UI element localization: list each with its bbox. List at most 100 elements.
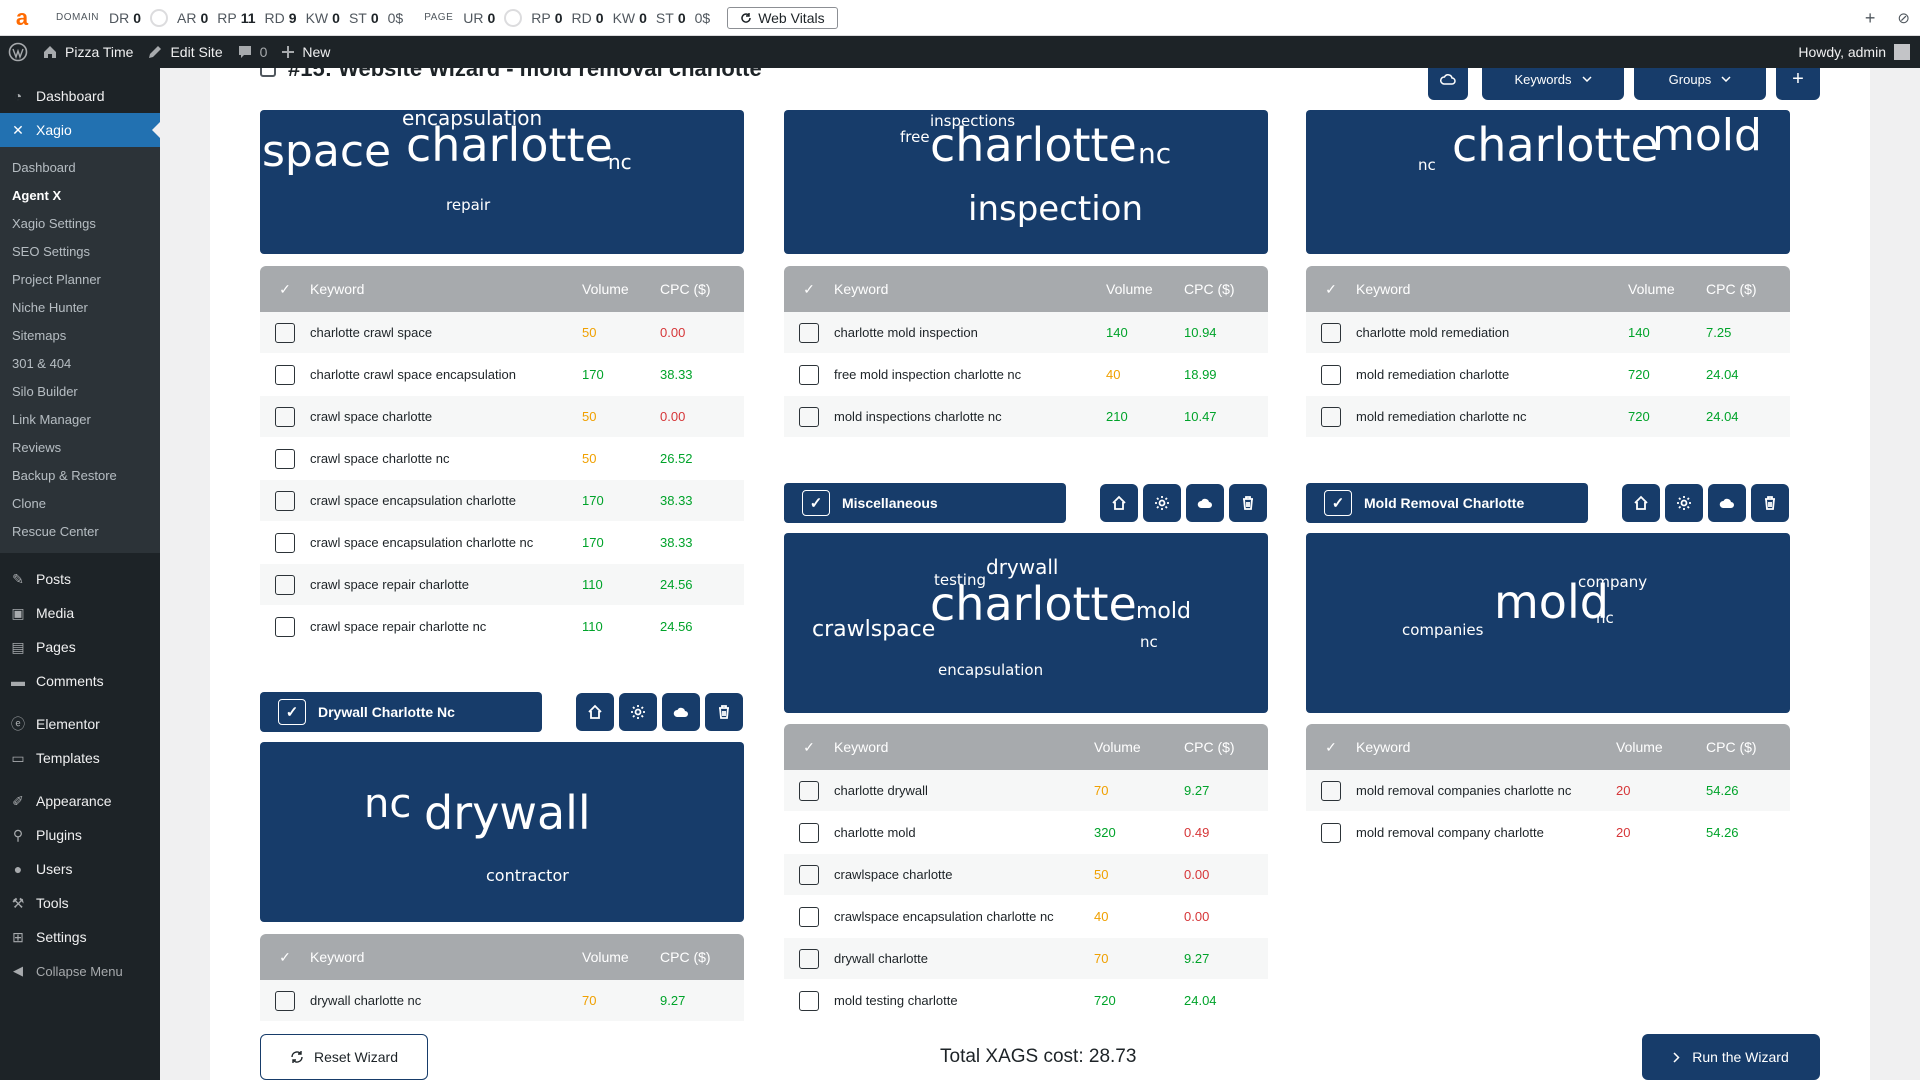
row-checkbox[interactable] [260,574,310,595]
row-checkbox[interactable] [784,822,834,843]
sidebar-item-appearance[interactable]: ✐ Appearance [0,784,160,818]
cloud-button[interactable] [662,693,700,731]
col-cpc[interactable]: CPC ($) [1184,739,1235,755]
col-cpc[interactable]: CPC ($) [1706,281,1757,297]
table-row[interactable]: crawl space repair charlotte nc 110 24.56 [260,606,744,648]
cloud-button[interactable] [1708,484,1746,522]
col-keyword[interactable]: Keyword [1356,739,1411,755]
select-all-icon[interactable]: ✓ [279,280,291,297]
table-row[interactable]: charlotte mold remediation 140 7.25 [1306,312,1790,354]
group-header[interactable]: ✓ Drywall Charlotte Nc [260,692,542,732]
submenu-item-backup-restore[interactable]: Backup & Restore [12,468,117,483]
submenu-item-link-manager[interactable]: Link Manager [12,412,91,427]
table-row[interactable]: mold inspections charlotte nc 210 10.47 [784,396,1268,438]
disable-icon[interactable]: ⊘ [1897,10,1910,27]
keywords-dropdown[interactable]: Keywords [1482,68,1624,100]
wordpress-logo[interactable] [8,42,28,62]
table-row[interactable]: drywall charlotte 70 9.27 [784,938,1268,980]
col-volume[interactable]: Volume [1616,739,1663,755]
table-row[interactable]: crawlspace encapsulation charlotte nc 40 0… [784,896,1268,938]
col-keyword[interactable]: Keyword [834,739,889,755]
row-checkbox[interactable] [260,364,310,385]
row-checkbox[interactable] [260,990,310,1011]
col-volume[interactable]: Volume [1628,281,1675,297]
table-row[interactable]: crawl space charlotte 50 0.00 [260,396,744,438]
row-checkbox[interactable] [260,490,310,511]
col-keyword[interactable]: Keyword [1356,281,1411,297]
table-row[interactable]: free mold inspection charlotte nc 40 18.99 [784,354,1268,396]
groups-dropdown[interactable]: Groups [1634,68,1766,100]
table-row[interactable]: mold removal company charlotte 20 54.26 [1306,812,1790,854]
col-cpc[interactable]: CPC ($) [1706,739,1757,755]
sidebar-item-settings[interactable]: ⊞ Settings [0,920,160,954]
gear-button[interactable] [1665,484,1703,522]
trash-button[interactable] [1751,484,1789,522]
gear-button[interactable] [1143,484,1181,522]
select-all-icon[interactable]: ✓ [803,280,815,297]
row-checkbox[interactable] [784,322,834,343]
sidebar-item-posts[interactable]: ✎ Posts [0,562,160,596]
plus-icon[interactable]: + [1864,7,1876,28]
group-checkbox[interactable]: ✓ [1324,490,1352,516]
home-button[interactable] [576,693,614,731]
table-row[interactable]: charlotte crawl space encapsulation 170 38… [260,354,744,396]
submenu-item-rescue-center[interactable]: Rescue Center [12,524,99,539]
home-button[interactable] [1100,484,1138,522]
sidebar-item-elementor[interactable]: ⓔ Elementor [0,707,160,741]
col-cpc[interactable]: CPC ($) [660,281,711,297]
cloud-button[interactable] [1186,484,1224,522]
row-checkbox[interactable] [260,616,310,637]
table-row[interactable]: charlotte crawl space 50 0.00 [260,312,744,354]
table-row[interactable]: mold remediation charlotte nc 720 24.04 [1306,396,1790,438]
submenu-item-niche-hunter[interactable]: Niche Hunter [12,300,88,315]
sidebar-item-templates[interactable]: ▭ Templates [0,741,160,775]
sidebar-item-plugins[interactable]: ⚲ Plugins [0,818,160,852]
new-content-link[interactable]: New [281,44,330,60]
row-checkbox[interactable] [1306,822,1356,843]
sidebar-item-media[interactable]: ▣ Media [0,596,160,630]
sidebar-item-comments[interactable]: ▬ Comments [0,664,160,698]
submenu-item-301-404[interactable]: 301 & 404 [12,356,72,371]
table-row[interactable]: mold testing charlotte 720 24.04 [784,980,1268,1022]
row-checkbox[interactable] [260,406,310,427]
seo-extension-logo[interactable]: a [15,4,29,30]
select-all-icon[interactable]: ✓ [279,948,291,965]
col-cpc[interactable]: CPC ($) [660,949,711,965]
row-checkbox[interactable] [260,448,310,469]
row-checkbox[interactable] [784,780,834,801]
row-checkbox[interactable] [1306,780,1356,801]
group-checkbox[interactable]: ✓ [802,490,830,516]
comments-link[interactable]: 0 [237,44,267,60]
submenu-item-sitemaps[interactable]: Sitemaps [12,328,67,343]
row-checkbox[interactable] [784,990,834,1011]
submenu-item-clone[interactable]: Clone [12,496,46,511]
group-checkbox[interactable]: ✓ [278,699,306,725]
web-vitals-button[interactable]: Web Vitals [727,6,838,29]
my-account[interactable]: Howdy, admin [1798,36,1910,68]
collapse-menu-button[interactable]: ◀ Collapse Menu [0,954,160,988]
sidebar-item-tools[interactable]: ⚒ Tools [0,886,160,920]
sidebar-item-users[interactable]: ● Users [0,852,160,886]
row-checkbox[interactable] [784,948,834,969]
table-row[interactable]: mold removal companies charlotte nc 20 54.… [1306,770,1790,812]
row-checkbox[interactable] [1306,406,1356,427]
table-row[interactable]: crawl space encapsulation charlotte 170 38… [260,480,744,522]
sidebar-item-pages[interactable]: ▤ Pages [0,630,160,664]
submenu-item-reviews[interactable]: Reviews [12,440,62,455]
trash-button[interactable] [1229,484,1267,522]
select-project-checkbox[interactable] [260,68,276,77]
table-row[interactable]: crawl space encapsulation charlotte nc 17… [260,522,744,564]
submenu-item-silo-builder[interactable]: Silo Builder [12,384,78,399]
group-header[interactable]: ✓ Miscellaneous [784,483,1066,523]
row-checkbox[interactable] [784,906,834,927]
select-all-icon[interactable]: ✓ [803,738,815,755]
group-header[interactable]: ✓ Mold Removal Charlotte [1306,483,1588,523]
submenu-item-dashboard[interactable]: Dashboard [12,160,76,175]
submenu-item-xagio-settings[interactable]: Xagio Settings [12,216,96,231]
reset-wizard-button[interactable]: Reset Wizard [260,1034,428,1080]
table-row[interactable]: charlotte mold 320 0.49 [784,812,1268,854]
table-row[interactable]: charlotte drywall 70 9.27 [784,770,1268,812]
col-cpc[interactable]: CPC ($) [1184,281,1235,297]
edit-site-link[interactable]: Edit Site [147,44,223,60]
select-all-icon[interactable]: ✓ [1325,280,1337,297]
